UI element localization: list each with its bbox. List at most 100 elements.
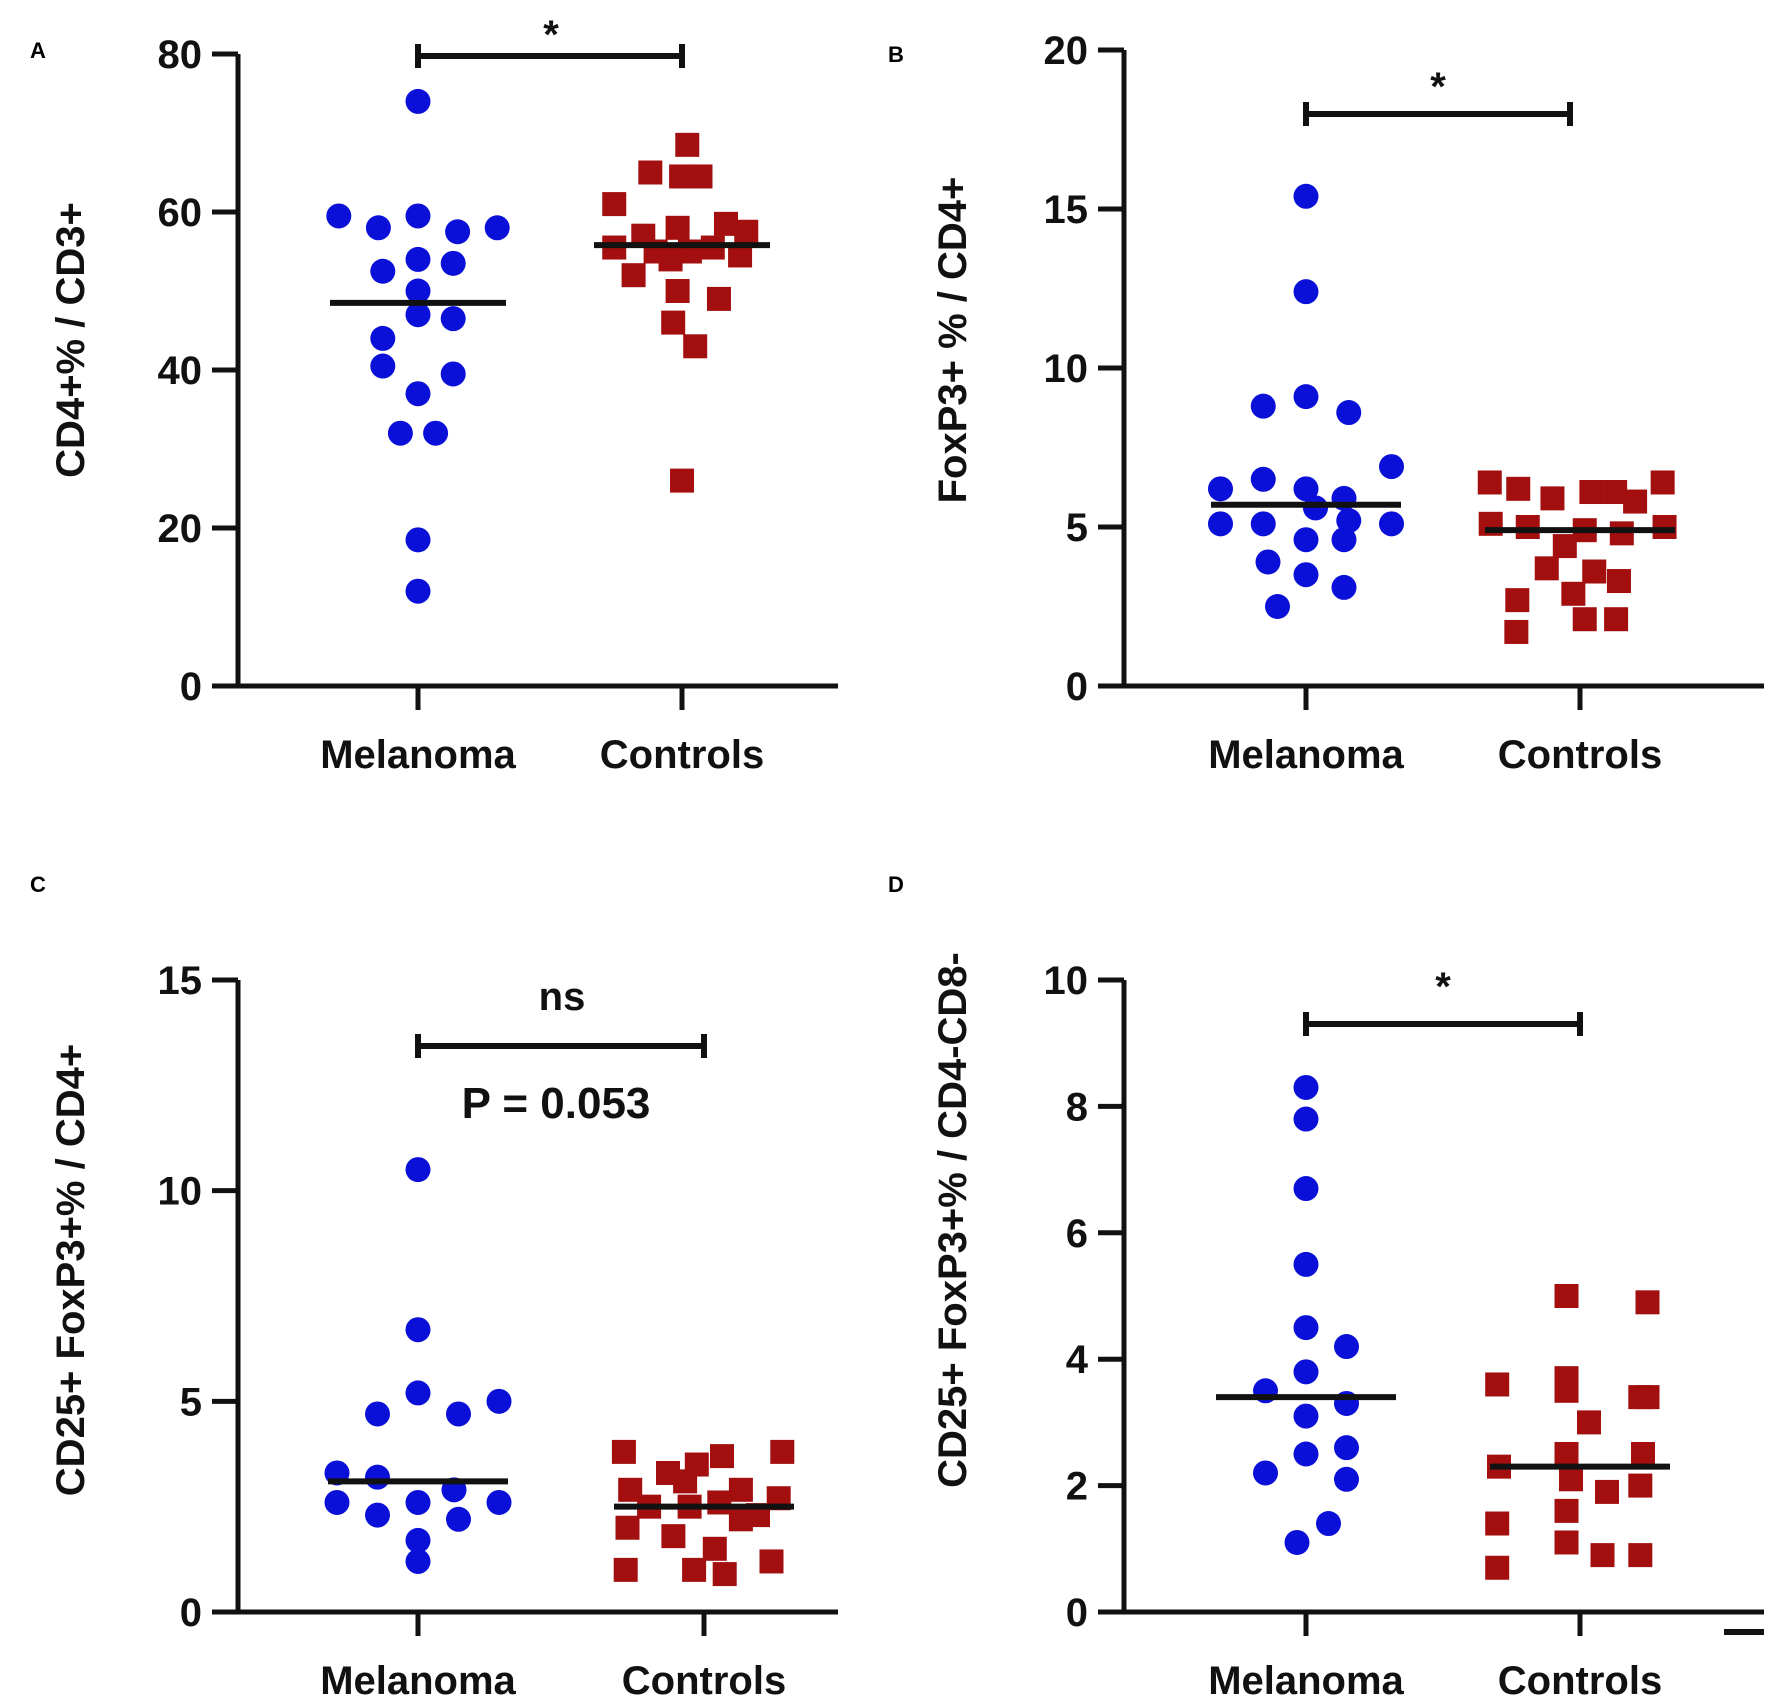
- melanoma-point: [440, 250, 466, 276]
- melanoma-point: [405, 246, 431, 272]
- panel-c: C CD25+ FoxP3+% / CD4+ ns P = 0.053 0 5 10…: [30, 872, 838, 1703]
- melanoma-point: [365, 1502, 390, 1528]
- control-point: [1606, 569, 1631, 594]
- control-point: [728, 1477, 753, 1502]
- control-point: [638, 160, 663, 185]
- y-axis-label: FoxP3+ % / CD4+: [931, 177, 975, 504]
- melanoma-point: [440, 361, 466, 387]
- control-point: [706, 286, 731, 311]
- melanoma-point: [1336, 400, 1362, 426]
- y-tick-label: 60: [158, 191, 203, 235]
- control-point: [1477, 470, 1502, 495]
- melanoma-point: [1293, 562, 1319, 588]
- melanoma-point: [1250, 393, 1276, 419]
- melanoma-point: [405, 381, 431, 407]
- control-point: [1631, 1442, 1655, 1466]
- melanoma-point: [365, 215, 391, 241]
- control-point: [665, 215, 690, 240]
- melanoma-point: [370, 258, 396, 284]
- control-point: [1623, 489, 1648, 514]
- y-tick-label: 40: [158, 349, 203, 393]
- melanoma-point: [1334, 1435, 1359, 1461]
- control-point: [1579, 480, 1604, 505]
- y-tick-label: 15: [1044, 188, 1089, 232]
- significance-label: *: [1435, 965, 1451, 1009]
- panel-layer: 0 5 10 15 Melanoma Controls: [158, 959, 838, 1703]
- control-point: [707, 1490, 732, 1515]
- control-point: [1572, 607, 1597, 632]
- y-axis-label: CD25+ FoxP3+% / CD4+: [49, 1044, 93, 1496]
- melanoma-point: [1255, 549, 1281, 575]
- control-point: [1552, 534, 1577, 559]
- melanoma-point: [387, 420, 413, 446]
- melanoma-point: [405, 1317, 431, 1343]
- control-point: [1561, 581, 1586, 606]
- control-point: [615, 1515, 640, 1540]
- control-point: [658, 247, 683, 272]
- y-tick-label: 5: [180, 1380, 202, 1424]
- control-point: [1515, 515, 1540, 539]
- control-point: [1652, 515, 1677, 539]
- control-point: [621, 263, 646, 288]
- melanoma-point: [1250, 511, 1276, 537]
- x-tick-label: Melanoma: [1208, 1659, 1404, 1703]
- control-point: [670, 468, 694, 493]
- control-point: [673, 1469, 698, 1494]
- melanoma-point: [1293, 1106, 1319, 1132]
- control-point: [1485, 1372, 1510, 1397]
- significance-label: ns: [539, 975, 586, 1019]
- melanoma-point: [1293, 1074, 1319, 1100]
- melanoma-point: [445, 219, 471, 245]
- melanoma-point: [405, 278, 431, 304]
- x-tick-label: Melanoma: [320, 733, 516, 777]
- y-tick-label: 0: [180, 665, 202, 709]
- melanoma-point: [405, 302, 431, 328]
- panel-letter: D: [888, 872, 904, 897]
- y-tick-label: 0: [180, 1591, 202, 1635]
- melanoma-point: [486, 1388, 512, 1414]
- melanoma-point: [1293, 476, 1319, 502]
- significance-label: *: [543, 13, 559, 57]
- y-tick-label: 20: [158, 507, 203, 551]
- melanoma-point: [1293, 384, 1319, 410]
- y-tick-label: 10: [1044, 959, 1089, 1003]
- melanoma-point: [405, 203, 431, 229]
- control-point: [702, 1536, 727, 1561]
- control-point: [734, 219, 759, 244]
- melanoma-point: [326, 203, 352, 229]
- control-point: [1540, 486, 1565, 511]
- control-point: [1635, 1385, 1660, 1410]
- control-point: [1554, 1442, 1579, 1466]
- y-axis-label: CD4+% / CD3+: [49, 202, 93, 478]
- control-point: [714, 211, 738, 236]
- melanoma-point: [446, 1506, 471, 1532]
- control-point: [665, 279, 690, 303]
- melanoma-point: [1336, 508, 1362, 534]
- panel-d: D CD25+ FoxP3+% / CD4-CD8- * 0 2 4 6 8 10 Mela…: [888, 872, 1764, 1703]
- control-point: [1628, 1473, 1653, 1498]
- control-point: [728, 1507, 753, 1532]
- control-point: [1554, 1530, 1579, 1555]
- control-point: [602, 192, 627, 217]
- control-point: [770, 1439, 795, 1464]
- melanoma-point: [405, 88, 431, 114]
- x-tick-label: Melanoma: [320, 1659, 516, 1703]
- y-tick-label: 8: [1066, 1085, 1088, 1129]
- control-point: [1554, 1284, 1579, 1308]
- significance-label: *: [1430, 65, 1446, 109]
- melanoma-point: [1293, 183, 1319, 209]
- melanoma-point: [1303, 495, 1328, 521]
- melanoma-point: [405, 1489, 431, 1515]
- y-tick-label: 6: [1066, 1212, 1088, 1256]
- control-point: [1506, 476, 1531, 501]
- control-point: [1504, 619, 1529, 644]
- control-point: [1590, 1543, 1615, 1568]
- control-point: [661, 1524, 686, 1549]
- melanoma-point: [324, 1489, 350, 1515]
- panel-letter: C: [30, 872, 46, 897]
- y-tick-label: 15: [158, 959, 203, 1003]
- melanoma-point: [1331, 527, 1357, 553]
- control-point: [710, 1444, 734, 1469]
- melanoma-point: [1208, 511, 1233, 537]
- panel-layer: 0 5 10 15 20 Melanoma Controls: [1044, 29, 1764, 777]
